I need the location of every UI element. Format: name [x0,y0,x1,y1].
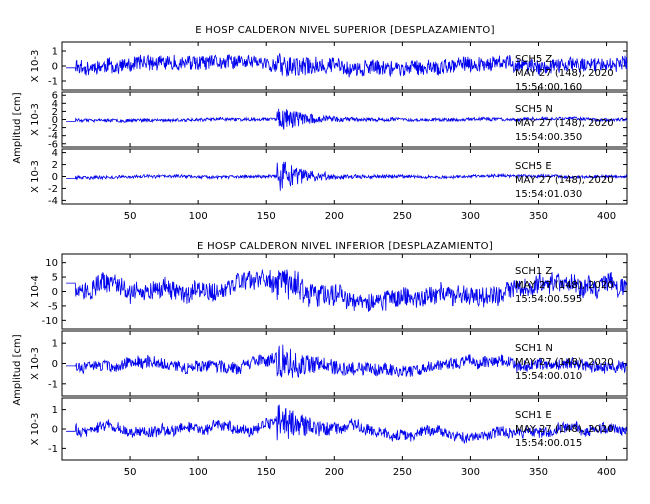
ylabel-inferior: Amplitud [cm] [12,334,23,405]
x-tick-label: 50 [124,467,137,478]
x-tick-label: 400 [597,211,616,222]
waveform-line [66,53,628,78]
x-tick-label: 400 [597,467,616,478]
date-label: MAY 27 (148), 2020 [515,280,614,291]
y-tick-label: -4 [48,131,58,142]
waveform-line [66,269,628,312]
y-tick-label: 4 [52,99,58,110]
y-tick-label: -2 [48,184,58,195]
x-tick-label: 300 [461,211,480,222]
time-label: 15:54:00.160 [515,82,582,93]
ylabel-superior: Amplitud [cm] [12,92,23,163]
y-tick-label: -6 [48,139,58,150]
time-label: 15:54:01.030 [515,189,582,200]
time-label: 15:54:00.010 [515,371,582,382]
x-tick-label: 50 [124,211,137,222]
date-label: MAY 27 (148), 2020 [515,118,614,129]
waveform-line [66,344,628,378]
x-tick-label: 350 [529,467,548,478]
y-tick-label: 1 [52,405,58,416]
date-label: MAY 27 (148), 2020 [515,357,614,368]
y-tick-label: -1 [48,379,58,390]
x-tick-label: 250 [393,467,412,478]
waveform-line [66,108,628,130]
y-tick-label: -2 [48,123,58,134]
y-tick-label: -4 [48,196,58,207]
trace-panel: 10 5 0 -5 -10X 10-4 SCH1 Z MAY 27 (148), 2020 1… [30,253,628,330]
scale-label: X 10-3 [30,347,41,380]
y-tick-label: 0 [52,62,58,73]
x-tick-label: 150 [257,211,276,222]
channel-label: SCH1 Z [515,266,552,277]
x-tick-label: 100 [189,467,208,478]
y-tick-label: 10 [45,258,58,269]
trace-panel: 1 0 -1 X 10-3 SCH5 Z MAY 27 (148), 2020 15:54:… [30,41,628,93]
scale-label: X 10-3 [30,50,41,83]
y-tick-label: 0 [52,287,58,298]
y-tick-label: 2 [52,107,58,118]
channel-label: SCH1 N [515,343,553,354]
chart-title-inferior: E HOSP CALDERON NIVEL INFERIOR [DESPLAZA… [197,241,493,252]
date-label: MAY 27 (148), 2020 [515,424,614,435]
trace-panel: 420-2-4 X 10-3 SCH5 E MAY 27 (148), 2020 15:… [30,148,628,207]
y-tick-label: 5 [52,273,58,284]
trace-panel: 1 0 -1 X 10-3 SCH1 N MAY 27 (148), 2020 15:54:… [30,330,628,397]
trace-panel: 1 0 -1 X 10-3 SCH1 E MAY 27 (148), 2020 15:54:… [30,397,628,461]
channel-label: SCH5 E [515,161,552,172]
waveform-line [66,161,628,191]
x-tick-label: 250 [393,211,412,222]
time-label: 15:54:00.595 [515,294,582,305]
channel-label: SCH5 Z [515,54,552,65]
x-tick-label: 350 [529,211,548,222]
y-tick-label: 1 [52,47,58,58]
x-tick-label: 100 [189,211,208,222]
scale-label: X 10-3 [30,103,41,136]
x-tick-label: 300 [461,467,480,478]
x-tick-label: 200 [325,467,344,478]
y-tick-label: -1 [48,444,58,455]
y-tick-label: -5 [48,301,58,312]
y-tick-label: 4 [52,148,58,159]
waveform-line [66,404,628,444]
x-tick-label: 150 [257,467,276,478]
x-tick-label: 200 [325,211,344,222]
y-tick-label: -1 [48,77,58,88]
scale-label: X 10-4 [30,275,41,308]
channel-label: SCH1 E [515,410,552,421]
channel-label: SCH5 N [515,104,553,115]
date-label: MAY 27 (148), 2020 [515,175,614,186]
y-tick-label: 0 [52,172,58,183]
scale-label: X 10-3 [30,413,41,446]
time-label: 15:54:00.350 [515,132,582,143]
y-tick-label: 0 [52,115,58,126]
y-tick-label: 2 [52,160,58,171]
chart-title-superior: E HOSP CALDERON NIVEL SUPERIOR [DESPLAZA… [195,25,495,36]
date-label: MAY 27 (148), 2020 [515,68,614,79]
y-tick-label: -10 [42,316,58,327]
y-tick-label: 1 [52,339,58,350]
scale-label: X 10-3 [30,160,41,193]
y-tick-label: 6 [52,91,58,102]
y-tick-label: 0 [52,425,58,436]
y-tick-label: 0 [52,359,58,370]
time-label: 15:54:00.015 [515,438,582,449]
